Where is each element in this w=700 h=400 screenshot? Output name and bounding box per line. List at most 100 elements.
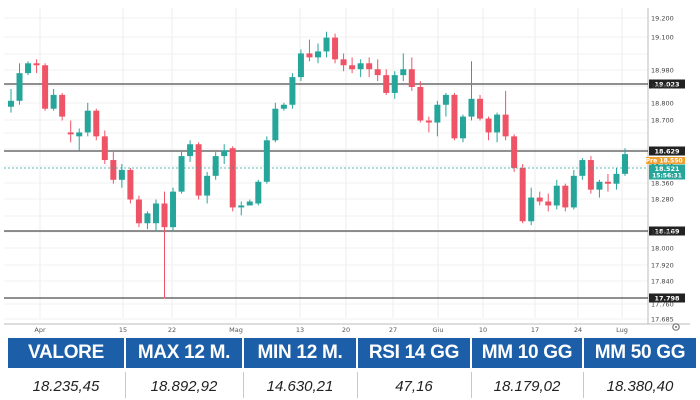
y-tick-label: 19.200 bbox=[651, 15, 674, 23]
value-mm-10gg: 18.179,02 bbox=[493, 377, 561, 395]
x-tick-label: Lug bbox=[616, 326, 628, 334]
y-tick-label: 18.900 bbox=[651, 83, 674, 91]
candles bbox=[8, 31, 628, 299]
candle-body bbox=[127, 169, 134, 200]
candle-body bbox=[374, 69, 381, 76]
y-axis: 19.20019.10018.98018.90018.80018.70018.4… bbox=[651, 15, 674, 324]
header-mm-10gg: MM 10 GG bbox=[472, 338, 582, 368]
candle-body bbox=[425, 120, 432, 123]
candle-body bbox=[76, 132, 83, 137]
stats-header-row: VALORE MAX 12 M. MIN 12 M. RSI 14 GG MM … bbox=[8, 338, 696, 368]
y-tick-label: 18.080 bbox=[651, 229, 674, 237]
candle-body bbox=[545, 201, 552, 206]
candle-body bbox=[434, 104, 441, 123]
candle-body bbox=[110, 160, 117, 180]
candle-body bbox=[16, 73, 23, 101]
x-tick-label: 13 bbox=[296, 326, 304, 334]
y-tick-label: 18.980 bbox=[651, 67, 674, 75]
candle-body bbox=[246, 201, 253, 206]
candle-body bbox=[25, 63, 32, 74]
x-tick-label: 27 bbox=[389, 326, 397, 334]
candle-body bbox=[93, 110, 100, 137]
level-label: 19.023 bbox=[654, 80, 679, 88]
header-rsi-14gg: RSI 14 GG bbox=[358, 338, 470, 368]
candle-body bbox=[579, 160, 586, 176]
candle-body bbox=[391, 75, 398, 93]
pre-tag-label: Pre bbox=[646, 157, 657, 164]
candle-body bbox=[417, 86, 424, 121]
candle-body bbox=[178, 156, 185, 192]
candle-body bbox=[238, 205, 245, 208]
chart-svg: 19.023 18.629 18.169 17.798 19.200 19.100 18.… bbox=[4, 8, 690, 334]
candle-body bbox=[366, 63, 373, 70]
candle-body bbox=[212, 156, 219, 176]
header-max-12m: MAX 12 M. bbox=[126, 338, 242, 368]
x-axis: Apr 15 22 Mag 13 20 27 Giu 10 17 24 Lug bbox=[34, 326, 628, 334]
candle-body bbox=[442, 94, 449, 105]
x-tick-label: 24 bbox=[574, 326, 582, 334]
y-tick-label: 17.920 bbox=[651, 262, 674, 270]
value-mm-50gg: 18.380,40 bbox=[606, 377, 674, 395]
value-separator bbox=[125, 372, 126, 398]
candle-body bbox=[357, 63, 364, 70]
candle-body bbox=[383, 75, 390, 93]
x-tick-label: 20 bbox=[342, 326, 350, 334]
chart-grid bbox=[4, 8, 690, 325]
candle-body bbox=[528, 197, 535, 222]
candle-body bbox=[255, 181, 262, 204]
y-tick-label: 18.800 bbox=[651, 100, 674, 108]
candle-body bbox=[101, 136, 108, 161]
candle-body bbox=[161, 203, 168, 228]
x-tick-label: 22 bbox=[168, 326, 176, 334]
pre-price-box bbox=[657, 157, 685, 164]
level-label-box bbox=[649, 226, 685, 236]
y-tick-label: 18.700 bbox=[651, 117, 674, 125]
level-label: 18.169 bbox=[654, 227, 680, 235]
gear-icon-hub bbox=[675, 326, 677, 328]
candle-body bbox=[204, 175, 211, 196]
x-tick-label: 17 bbox=[531, 326, 539, 334]
candle-body bbox=[477, 98, 484, 119]
candle-body bbox=[332, 37, 339, 60]
header-min-12m: MIN 12 M. bbox=[244, 338, 356, 368]
candle-body bbox=[323, 37, 330, 52]
stock-chart: 19.023 18.629 18.169 17.798 19.200 19.100 18.… bbox=[4, 8, 690, 334]
candle-body bbox=[42, 65, 49, 109]
candle-body bbox=[400, 69, 407, 76]
x-tick-label: Mag bbox=[229, 326, 243, 334]
header-mm-50gg: MM 50 GG bbox=[584, 338, 696, 368]
x-tick-label: Apr bbox=[34, 326, 46, 334]
level-label-box bbox=[649, 79, 685, 89]
candle-body bbox=[562, 185, 569, 208]
value-valore: 18.235,45 bbox=[32, 377, 100, 395]
candle-body bbox=[118, 169, 125, 180]
y-tick-label: 18.280 bbox=[651, 196, 674, 204]
candle-body bbox=[50, 94, 57, 109]
x-tick-label: Giu bbox=[433, 326, 444, 334]
candle-body bbox=[622, 154, 628, 174]
candle-body bbox=[84, 110, 91, 133]
gear-icon-ring bbox=[672, 323, 680, 331]
candle-body bbox=[613, 173, 620, 184]
value-min-12m: 14.630,21 bbox=[266, 377, 334, 395]
value-rsi-14gg: 47,16 bbox=[395, 377, 433, 395]
header-valore: VALORE bbox=[8, 338, 124, 368]
stats-table: VALORE MAX 12 M. MIN 12 M. RSI 14 GG MM … bbox=[8, 338, 696, 400]
candle-body bbox=[272, 108, 279, 141]
y-tick-label: 17.685 bbox=[651, 316, 674, 324]
candle-body bbox=[340, 59, 347, 66]
candle-body bbox=[604, 181, 611, 184]
pre-price-label: 18.550 bbox=[659, 157, 682, 164]
candle-body bbox=[135, 199, 142, 224]
candle-body bbox=[297, 53, 304, 78]
candle-body bbox=[280, 104, 287, 109]
candle-body bbox=[8, 100, 14, 107]
candle-body bbox=[263, 140, 270, 182]
candle-body bbox=[553, 185, 560, 206]
level-label: 18.629 bbox=[654, 147, 680, 155]
y-tick-label: 19.100 bbox=[651, 34, 674, 42]
candle-body bbox=[408, 69, 415, 87]
candle-body bbox=[519, 167, 526, 222]
candle-body bbox=[536, 197, 543, 202]
pre-tag-box bbox=[646, 157, 657, 164]
